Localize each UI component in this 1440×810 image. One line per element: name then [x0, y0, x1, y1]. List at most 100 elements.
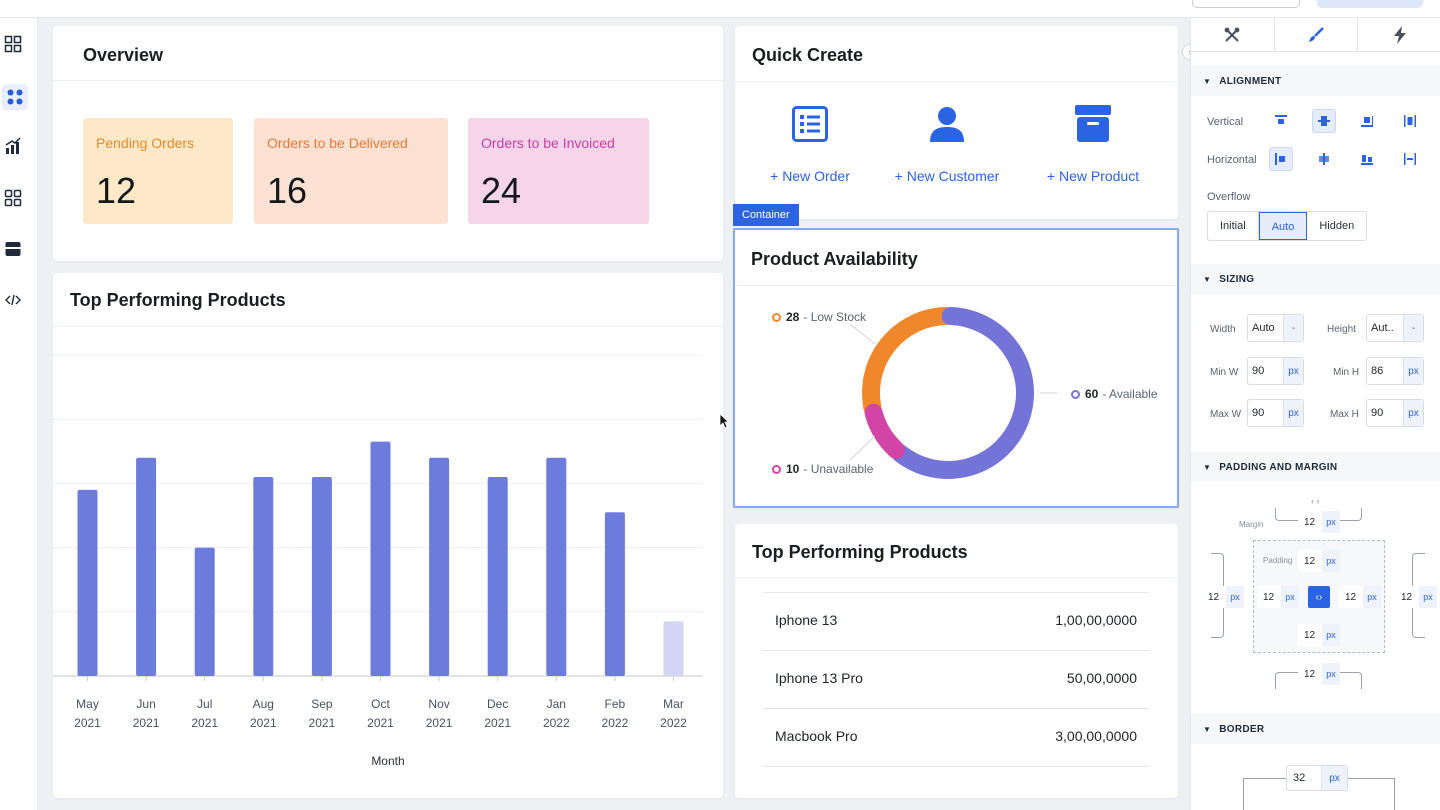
width-unit[interactable]: - [1283, 315, 1303, 341]
width-field[interactable]: Auto - [1247, 314, 1304, 342]
sizing-section-header[interactable]: ▼ SIZING [1191, 264, 1440, 294]
widgets-icon[interactable] [3, 34, 23, 54]
stat-value: 16 [267, 170, 308, 211]
apps-grid-icon[interactable] [3, 188, 23, 208]
margin-left-field[interactable]: 12 px [1202, 586, 1244, 608]
min-width-unit[interactable]: px [1283, 358, 1303, 384]
padding-bottom-field[interactable]: 12 px [1298, 624, 1340, 646]
product-availability-card[interactable]: Product Availability 28 - Low Stock 60 -… [733, 228, 1179, 508]
bar-sep-2021[interactable] [311, 476, 332, 676]
padding-top-field[interactable]: 12 px [1298, 550, 1340, 572]
tools-tab[interactable] [1191, 18, 1275, 51]
align-stretch-button[interactable] [1398, 109, 1422, 133]
overflow-option-initial[interactable]: Initial [1208, 212, 1259, 240]
horizontal-label: Horizontal [1207, 154, 1257, 166]
bar-feb-2022[interactable] [604, 512, 625, 676]
table-row[interactable]: Macbook Pro 3,00,00,0000 [763, 708, 1149, 766]
min-height-field[interactable]: 86 px [1366, 357, 1424, 385]
bar-mar-2022[interactable] [663, 621, 684, 676]
align-bottom-icon [1361, 116, 1373, 127]
border-width-field[interactable]: 32 px [1286, 765, 1348, 791]
quick-create-divider [735, 81, 1178, 82]
width-label: Width [1210, 324, 1236, 335]
min-width-field[interactable]: 90 px [1247, 357, 1304, 385]
x-tick-label-year: 2021 [250, 716, 277, 730]
max-width-unit[interactable]: px [1283, 400, 1303, 426]
overview-divider [53, 80, 723, 81]
new-customer-button[interactable]: + New Customer [877, 104, 1017, 184]
bar-nov-2021[interactable] [429, 457, 450, 676]
align-top-button[interactable] [1269, 109, 1293, 133]
code-icon[interactable] [3, 290, 23, 310]
caret-down-icon: ▼ [1203, 724, 1212, 734]
analytics-icon[interactable] [3, 136, 23, 156]
style-tab[interactable] [1274, 18, 1359, 51]
container-tag[interactable]: Container [733, 204, 799, 226]
chart-title: Top Performing Products [70, 290, 286, 310]
bar-aug-2021[interactable] [253, 476, 274, 676]
product-name: Iphone 13 [775, 612, 838, 628]
height-label: Height [1327, 324, 1356, 335]
stat-pending-orders[interactable]: Pending Orders 12 [83, 118, 233, 224]
margin-right-field[interactable]: 12 px [1395, 586, 1437, 608]
toolbar-button-publish[interactable] [1317, 0, 1423, 8]
overflow-option-auto[interactable]: Auto [1258, 212, 1308, 240]
toolbar-button-preview[interactable] [1192, 0, 1300, 8]
legend-low-stock: 28 - Low Stock [772, 310, 866, 324]
margin-top-field[interactable]: 12 px [1298, 511, 1340, 533]
align-right-icon [1361, 155, 1373, 165]
product-value: 3,00,00,0000 [1055, 728, 1137, 744]
new-order-button[interactable]: + New Order [740, 104, 880, 184]
padding-right-field[interactable]: 12 px [1339, 586, 1381, 608]
link-padding-button[interactable]: ‹› [1308, 586, 1330, 608]
min-width-label: Min W [1210, 367, 1239, 378]
bar-jan-2022[interactable] [546, 457, 567, 676]
overflow-option-hidden[interactable]: Hidden [1319, 220, 1355, 232]
row-divider [763, 766, 1149, 767]
database-icon[interactable] [3, 239, 23, 259]
align-space-button[interactable] [1398, 147, 1422, 171]
align-middle-button[interactable] [1312, 109, 1336, 133]
x-tick-label-year: 2021 [309, 716, 336, 730]
align-left-button[interactable] [1269, 147, 1293, 171]
actions-tab[interactable] [1358, 18, 1440, 51]
bar-jul-2021[interactable] [194, 547, 215, 676]
padding-margin-section-header[interactable]: ▼ PADDING AND MARGIN [1191, 452, 1440, 482]
table-row[interactable]: Iphone 13 Pro 50,00,0000 [763, 650, 1149, 708]
align-center-button[interactable] [1312, 147, 1336, 171]
max-height-field[interactable]: 90 px [1366, 399, 1424, 427]
margin-bottom-field[interactable]: 12 px [1298, 663, 1340, 685]
availability-divider [735, 285, 1177, 286]
bar-jun-2021[interactable] [136, 457, 157, 676]
height-field[interactable]: Aut.. - [1366, 314, 1424, 342]
bar-dec-2021[interactable] [487, 476, 508, 676]
donut-slice-low-stock[interactable] [862, 307, 955, 417]
border-section-header[interactable]: ▼ BORDER [1191, 714, 1440, 744]
x-tick-label-month: May [76, 697, 99, 711]
donut-slice-available[interactable] [891, 307, 1034, 479]
max-height-unit[interactable]: px [1403, 400, 1423, 426]
max-width-field[interactable]: 90 px [1247, 399, 1304, 427]
bar-may-2021[interactable] [77, 489, 98, 676]
x-tick-label-month: Jan [547, 697, 566, 711]
link-margin-icon[interactable]: ‹ › [1311, 496, 1320, 506]
caret-down-icon: ▼ [1203, 76, 1212, 86]
height-unit[interactable]: - [1403, 315, 1423, 341]
quick-create-card: Quick Create + New Order + New Customer … [735, 26, 1178, 219]
align-right-button[interactable] [1355, 147, 1379, 171]
bar-oct-2021[interactable] [370, 441, 391, 676]
stat-orders-to-be-delivered[interactable]: Orders to be Delivered 16 [254, 118, 448, 224]
donut-slice-unavailable[interactable] [864, 403, 906, 459]
padding-left-field[interactable]: 12 px [1257, 586, 1299, 608]
x-tick-label-year: 2021 [484, 716, 511, 730]
new-product-button[interactable]: + New Product [1023, 104, 1163, 184]
min-height-unit[interactable]: px [1403, 358, 1423, 384]
alignment-section-header[interactable]: ▼ ALIGNMENT [1191, 66, 1440, 96]
legend-label: - Low Stock [803, 310, 867, 324]
align-stretch-icon [1404, 115, 1416, 127]
table-row[interactable]: Iphone 13 1,00,00,0000 [763, 592, 1149, 650]
stat-orders-to-be-invoiced[interactable]: Orders to be Invoiced 24 [468, 118, 649, 224]
components-icon[interactable] [2, 84, 28, 110]
align-bottom-button[interactable] [1355, 109, 1379, 133]
cursor-icon [719, 413, 729, 429]
